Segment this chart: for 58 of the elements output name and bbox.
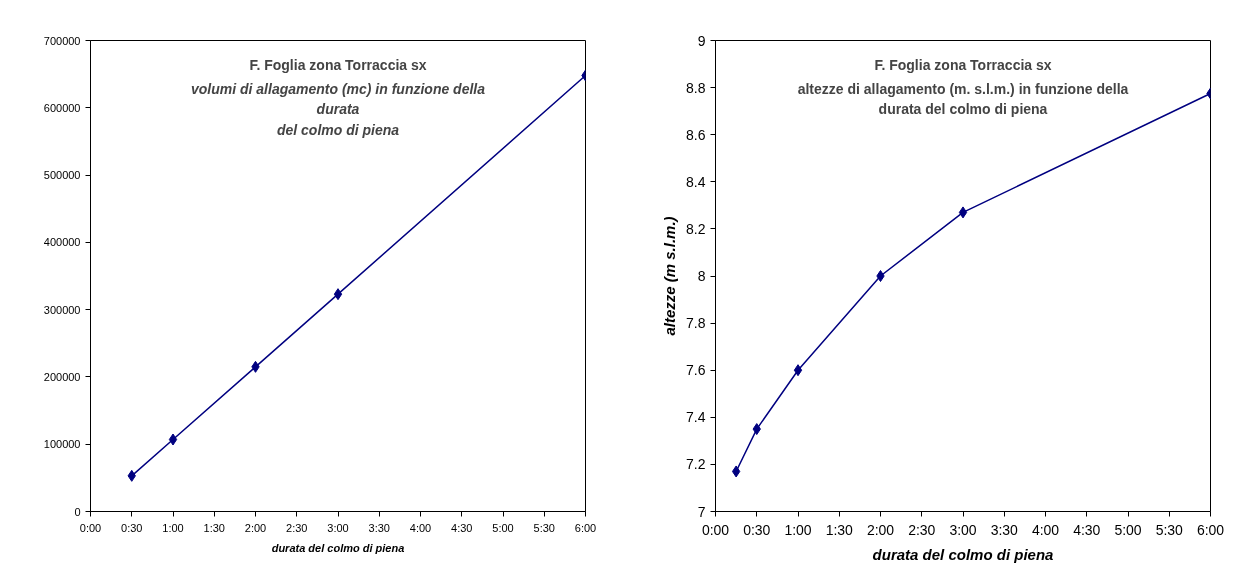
x-tick-label: 2:30 xyxy=(908,521,936,538)
y-tick-label: 500000 xyxy=(43,169,81,182)
y-tick-label: 7.4 xyxy=(686,409,706,426)
y-tick-label: 8.4 xyxy=(686,173,706,190)
y-tick-label: 8.8 xyxy=(686,79,706,96)
point xyxy=(958,206,968,219)
x-tick-label: 3:00 xyxy=(327,521,349,534)
x-tick-label: 5:30 xyxy=(1155,521,1184,538)
y-tick-label: 8.2 xyxy=(686,220,706,237)
x-tick-label: 1:00 xyxy=(784,521,812,538)
x-axis-title: durata del colmo di piena xyxy=(271,541,405,554)
y-tick-label: 100000 xyxy=(43,438,81,451)
y-tick-label: 0 xyxy=(74,505,81,518)
point xyxy=(876,270,885,282)
text: F. Foglia zona Torraccia sx xyxy=(874,56,1052,73)
x-tick-label: 2:00 xyxy=(866,521,895,538)
y-tick-label: 8.6 xyxy=(686,126,706,143)
x-tick-label: 3:00 xyxy=(949,521,977,538)
x-tick-label: 4:00 xyxy=(1031,521,1060,538)
y-tick-label: 300000 xyxy=(43,303,81,316)
x-tick-label: 3:30 xyxy=(368,521,390,534)
x-tick-label: 2:30 xyxy=(286,521,308,534)
point xyxy=(731,465,741,478)
y-tick-label: 200000 xyxy=(43,370,81,383)
x-tick-label: 5:00 xyxy=(1114,521,1142,538)
y-tick-label: 8 xyxy=(697,268,706,284)
x-axis-title: durata del colmo di piena xyxy=(872,545,1054,563)
x-tick-label: 2:00 xyxy=(244,521,267,534)
y-tick-label: 7.2 xyxy=(686,456,706,473)
x-tick-label: 1:30 xyxy=(203,521,225,534)
x-tick-label: 4:00 xyxy=(409,521,432,534)
y-tick-label: 400000 xyxy=(43,236,81,249)
x-tick-label: 1:30 xyxy=(825,521,854,538)
x-tick-label: 0:30 xyxy=(743,521,771,538)
x-tick-label: 1:00 xyxy=(162,521,184,534)
point xyxy=(793,364,803,377)
x-tick-label: 6:00 xyxy=(574,521,597,534)
y-tick-label: 700000 xyxy=(43,34,81,47)
x-tick-label: 0:00 xyxy=(701,521,730,538)
x-tick-label: 5:00 xyxy=(492,521,514,534)
point xyxy=(168,433,178,446)
text: altezze di allagamento (m. s.l.m.) in funzione della durata del colmo di piena xyxy=(797,80,1129,118)
x-tick-label: 3:30 xyxy=(990,521,1019,538)
x-tick-label: 0:30 xyxy=(121,521,143,534)
x-tick-label: 6:00 xyxy=(1196,521,1225,538)
y-tick-label: 7.6 xyxy=(686,362,706,379)
y-axis-title: altezze (m s.l.m.) xyxy=(661,216,679,336)
x-tick-label: 5:30 xyxy=(533,521,555,534)
x-tick-label: 0:00 xyxy=(79,521,102,534)
y-tick-label: 600000 xyxy=(43,101,81,114)
x-tick-label: 4:30 xyxy=(1073,521,1101,538)
point xyxy=(333,288,343,301)
y-tick-label: 7 xyxy=(697,503,706,520)
y-tick-label: 7.8 xyxy=(686,315,706,332)
text: volumi di allagamento (mc) in funzione della durata del colmo di piena xyxy=(190,80,486,139)
x-tick-label: 4:30 xyxy=(451,521,473,534)
text: F. Foglia zona Torraccia sx xyxy=(249,56,427,73)
y-tick-label: 9 xyxy=(697,32,706,49)
